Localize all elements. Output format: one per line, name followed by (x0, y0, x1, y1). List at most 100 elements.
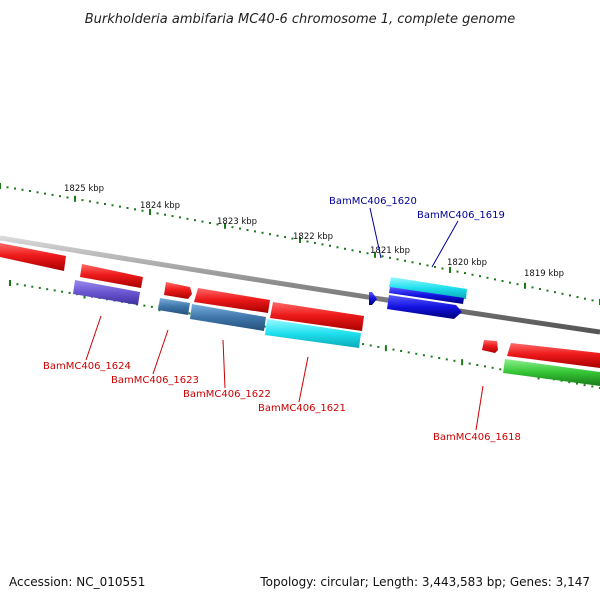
gene-arrow-forward[interactable] (80, 264, 143, 288)
gene-label-1618[interactable]: BamMC406_1618 (433, 432, 521, 443)
scale-minor-tick (201, 220, 204, 223)
scale-minor-tick (501, 280, 504, 282)
scale-minor-tick (445, 358, 448, 361)
leader-line-1620 (369, 207, 382, 259)
gene-BamMC406_1623[interactable] (158, 298, 190, 315)
gene-BamMC406_1621[interactable] (265, 319, 361, 348)
gene-arrow-forward[interactable] (0, 243, 66, 271)
scale-minor-tick (419, 262, 421, 265)
scale-minor-tick (516, 283, 519, 286)
leader-line-1618 (475, 385, 484, 431)
scale-minor-tick (499, 368, 502, 371)
map-title: Burkholderia ambifaria MC40-6 chromosome… (85, 12, 515, 27)
scale-minor-tick (554, 291, 556, 294)
kbp-label-1825: 1825 kbp (64, 184, 104, 194)
scale-minor-tick (441, 267, 444, 270)
scale-minor-tick (464, 272, 466, 275)
scale-minor-tick (479, 275, 481, 278)
gene-BamMC406_1620[interactable] (389, 277, 467, 299)
scale-minor-tick (591, 385, 594, 388)
scale-major-tick (524, 282, 526, 289)
scale-minor-tick (539, 288, 541, 290)
gene-arrow-forward[interactable] (270, 302, 364, 331)
scale-minor-tick (44, 192, 46, 195)
gene-label-1624[interactable]: BamMC406_1624 (43, 361, 131, 372)
gene-BamMC406_1619[interactable] (387, 295, 462, 319)
gene-label-1621[interactable]: BamMC406_1621 (258, 403, 346, 414)
scale-minor-tick (584, 297, 586, 300)
scale-minor-tick (438, 357, 441, 359)
scale-minor-tick (16, 283, 19, 286)
scale-minor-tick (392, 348, 395, 351)
kbp-label-1820: 1820 kbp (447, 258, 487, 268)
scale-minor-tick (134, 208, 136, 211)
leader-line-1623 (152, 329, 169, 375)
scale-minor-tick (336, 246, 339, 249)
topology-summary: Topology: circular; Length: 3,443,583 bp… (260, 575, 590, 589)
scale-minor-tick (568, 381, 571, 384)
scale-minor-tick (89, 200, 91, 203)
leader-line-1622 (222, 339, 226, 389)
scale-major-tick (74, 195, 76, 202)
scale-minor-tick (254, 230, 256, 233)
scale-minor-tick (486, 276, 489, 279)
scale-major-tick (374, 251, 376, 258)
scale-minor-tick (381, 255, 384, 258)
scale-minor-tick (321, 243, 324, 246)
scale-minor-tick (96, 201, 99, 204)
gene-BamMC406_1618[interactable] (503, 359, 600, 386)
scale-minor-tick (263, 325, 266, 328)
gene-label-1619[interactable]: BamMC406_1619 (417, 210, 505, 221)
scale-minor-tick (104, 203, 106, 205)
scale-minor-tick (143, 304, 146, 307)
scale-minor-tick (126, 207, 129, 209)
scale-minor-tick (246, 229, 249, 231)
gene-arrow-forward[interactable] (507, 343, 600, 368)
scale-minor-tick (291, 237, 294, 240)
leader-line-1621 (298, 356, 309, 403)
scale-minor-tick (156, 212, 159, 215)
scale-minor-tick (509, 281, 511, 284)
scale-minor-tick (209, 222, 211, 224)
scale-major-tick (384, 345, 387, 352)
scale-minor-tick (179, 216, 181, 219)
scale-minor-tick (164, 213, 166, 216)
scale-minor-tick (396, 258, 399, 261)
scale-minor-tick (68, 291, 71, 294)
scale-minor-tick (141, 209, 144, 212)
scale-major-tick (9, 280, 11, 286)
scale-minor-tick (400, 350, 403, 352)
gene-label-1622[interactable]: BamMC406_1622 (183, 389, 271, 400)
scale-minor-tick (276, 234, 279, 237)
scale-minor-tick (494, 278, 496, 281)
scale-minor-tick (411, 261, 414, 264)
kbp-label-1819: 1819 kbp (524, 269, 564, 279)
scale-minor-tick (269, 233, 271, 236)
gene-arrow-forward[interactable] (482, 340, 498, 353)
leader-line-1619 (431, 220, 459, 268)
gene-arrow-small-blue[interactable] (369, 292, 377, 305)
gene-label-1620[interactable]: BamMC406_1620 (329, 196, 417, 207)
gene-BamMC406_1624[interactable] (73, 280, 140, 305)
scale-minor-tick (415, 352, 418, 355)
gene-arrow-forward[interactable] (194, 288, 270, 313)
kbp-label-1822: 1822 kbp (293, 232, 333, 242)
scale-minor-tick (366, 252, 369, 255)
scale-minor-tick (171, 215, 174, 218)
gene-BamMC406_1622[interactable] (190, 304, 266, 331)
scale-minor-tick (329, 244, 331, 247)
scale-minor-tick (344, 247, 346, 250)
scale-minor-tick (546, 289, 549, 292)
scale-minor-tick (456, 270, 459, 273)
scale-major-tick (449, 267, 451, 273)
scale-minor-tick (61, 290, 64, 293)
scale-minor-tick (407, 351, 410, 354)
leader-line-1624 (85, 315, 102, 361)
scale-minor-tick (434, 265, 436, 268)
scale-minor-tick (31, 285, 34, 288)
gene-arrow-forward[interactable] (164, 282, 192, 299)
gene-label-1623[interactable]: BamMC406_1623 (111, 375, 199, 386)
scale-minor-tick (6, 186, 9, 189)
